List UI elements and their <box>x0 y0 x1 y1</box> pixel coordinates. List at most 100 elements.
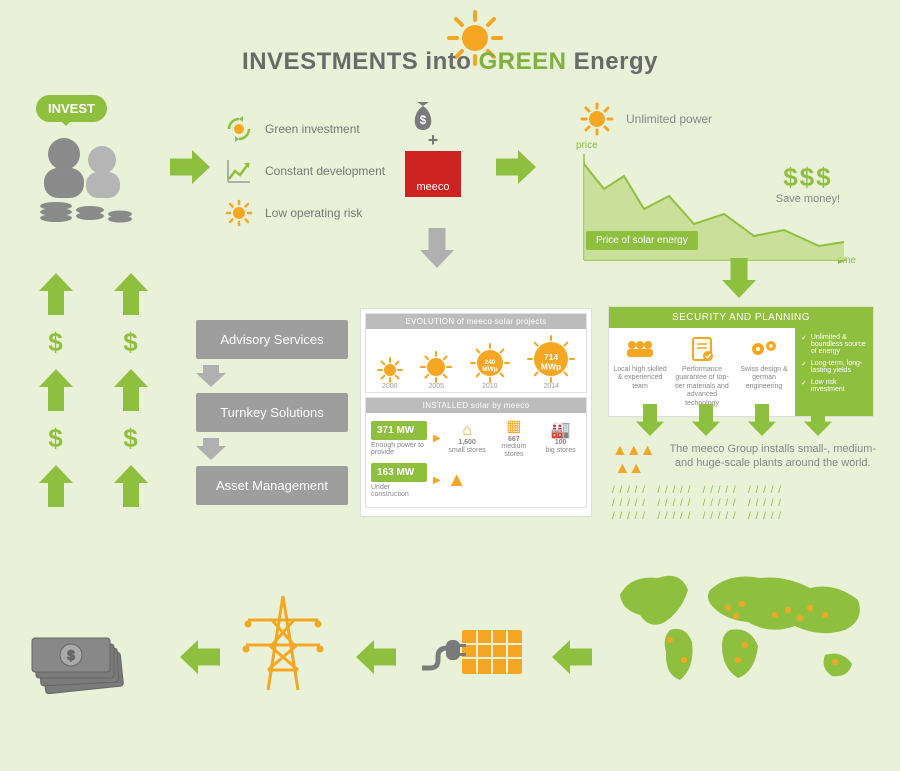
installed-section: INSTALLED solar by meeco 371 MW Enough p… <box>365 397 587 508</box>
flow-arrow-meeco-down <box>420 228 454 268</box>
mw-provided-badge: 371 MW <box>371 421 427 440</box>
flow-arrow-invest-to-benefits <box>170 150 210 184</box>
invest-bubble: INVEST <box>36 95 107 122</box>
title-suffix: Energy <box>566 48 658 75</box>
pylon-icon <box>238 590 328 700</box>
evolution-item: 2000 <box>377 357 403 390</box>
evolution-title: EVOLUTION of meeco solar projects <box>366 314 586 329</box>
mw-under-sub: Under construction <box>371 484 427 498</box>
plants-statement: The meeco Group installs small-, medium-… <box>664 442 882 471</box>
evolution-item: 2005 <box>420 351 452 390</box>
solar-panel-plug-icon <box>418 612 528 692</box>
benefits-list: Green investment Constant development Lo… <box>225 108 385 234</box>
cash-stack-icon: $ <box>24 610 144 700</box>
security-bullets: Unlimited & boundless source of energy L… <box>795 328 873 416</box>
plants-area: ▲▲▲ ▲▲ The meeco Group installs small-, … <box>612 442 882 523</box>
security-col-text: Performance guarantee of top-tier materi… <box>674 366 730 408</box>
benefit-constant-dev: Constant development <box>225 150 385 192</box>
service-asset-mgmt: Asset Management <box>196 466 348 505</box>
flow-arrow-pylon-to-cash <box>180 640 220 674</box>
up-arrow-icon <box>39 465 73 507</box>
security-col-gears: Swiss design & german engineering <box>733 328 795 416</box>
security-col-text: Swiss design & german engineering <box>736 366 792 391</box>
chevron-down-icon <box>196 438 348 460</box>
security-bullet: Long-term, long-lasting yields <box>801 360 867 374</box>
security-col-doc: Performance guarantee of top-tier materi… <box>671 328 733 416</box>
arrow-right-icon: ▶ <box>433 433 441 444</box>
benefit-green-investment: Green investment <box>225 108 385 150</box>
store-icon: 🏭 <box>540 422 581 440</box>
meeco-block: $ + meeco <box>405 102 461 197</box>
up-arrow-icon <box>114 369 148 411</box>
solar-array-icon: / / / / / / / / / / / / / / / / / / / / … <box>612 484 882 523</box>
evolution-installed-box: EVOLUTION of meeco solar projects 2000 2… <box>360 308 592 517</box>
money-bag-icon: $ <box>405 102 441 132</box>
store-icon: ⌂ <box>447 422 488 440</box>
title-prefix: INVESTMENTS <box>242 48 418 75</box>
meeco-logo: meeco <box>405 151 461 197</box>
price-band-label: Price of solar energy <box>586 231 698 250</box>
plant-cones-icon: ▲▲▲ ▲▲ <box>612 442 654 478</box>
benefit-low-risk: Low operating risk <box>225 192 385 234</box>
flow-arrow-security-down-1 <box>636 404 664 436</box>
flow-arrow-security-down-4 <box>804 404 832 436</box>
store-small: ⌂1,600small stores <box>447 422 488 455</box>
mw-under-badge: 163 MW <box>371 463 427 482</box>
mw-provided-sub: Enough power to provide <box>371 442 427 456</box>
installed-title: INSTALLED solar by meeco <box>366 398 586 413</box>
up-arrow-icon <box>114 465 148 507</box>
svg-text:$: $ <box>67 647 75 663</box>
sun-small-icon <box>225 199 253 227</box>
flow-arrow-panel-to-pylon <box>356 640 396 674</box>
flow-arrow-security-down-2 <box>692 404 720 436</box>
investor-group: INVEST <box>30 95 160 227</box>
doc-icon <box>674 336 730 362</box>
dollar-icon: $ <box>48 327 62 358</box>
up-arrow-icon <box>39 369 73 411</box>
security-box: SECURITY AND PLANNING Local high skilled… <box>608 306 874 417</box>
arrow-right-icon: ▶ <box>433 475 441 486</box>
team-icon <box>612 336 668 362</box>
dollar-icon: $ <box>48 423 62 454</box>
title-mid: into <box>418 48 478 75</box>
up-arrow-icon <box>39 273 73 315</box>
world-map <box>610 560 880 700</box>
flow-arrow-chart-down <box>722 258 756 298</box>
chevron-down-icon <box>196 365 348 387</box>
service-turnkey: Turnkey Solutions <box>196 393 348 432</box>
unlimited-power-label: Unlimited power <box>626 112 712 126</box>
sun-icon <box>580 102 614 136</box>
benefit-label: Constant development <box>265 164 385 178</box>
evolution-section: EVOLUTION of meeco solar projects 2000 2… <box>365 313 587 393</box>
service-advisory: Advisory Services <box>196 320 348 359</box>
growth-column: $ $ $ $ <box>18 270 168 510</box>
cycle-icon <box>225 115 253 143</box>
growth-icon <box>225 157 253 185</box>
price-chart-area: Unlimited power price time $$$ Save mone… <box>580 102 870 264</box>
price-chart: price time $$$ Save money! Price of sola… <box>580 144 850 264</box>
flow-arrow-meeco-to-chart <box>496 150 536 184</box>
store-big: 🏭100big stores <box>540 422 581 455</box>
security-col-team: Local high skilled & experienced team <box>609 328 671 416</box>
dollar-icon: $ <box>123 423 137 454</box>
store-icon: ▦ <box>493 418 534 436</box>
security-col-text: Local high skilled & experienced team <box>612 366 668 391</box>
plus-icon: + <box>405 130 461 151</box>
security-bullet: Low risk investment <box>801 379 867 393</box>
up-arrow-icon <box>114 273 148 315</box>
cone-icon: ▲ <box>447 469 467 492</box>
flow-arrow-security-down-3 <box>748 404 776 436</box>
dollar-icon: $ <box>123 327 137 358</box>
title-highlight: GREEN <box>479 48 567 75</box>
page-title: INVESTMENTS into GREEN Energy <box>0 48 900 76</box>
chart-y-label: price <box>576 140 598 151</box>
services-column: Advisory Services Turnkey Solutions Asse… <box>196 320 348 515</box>
benefit-label: Low operating risk <box>265 206 362 220</box>
security-title: SECURITY AND PLANNING <box>609 307 873 328</box>
benefit-label: Green investment <box>265 122 360 136</box>
store-medium: ▦667medium stores <box>493 418 534 459</box>
evolution-item: 240MWp 2010 <box>470 343 510 390</box>
gears-icon <box>736 336 792 362</box>
svg-text:$: $ <box>420 113 427 127</box>
security-bullet: Unlimited & boundless source of energy <box>801 334 867 355</box>
